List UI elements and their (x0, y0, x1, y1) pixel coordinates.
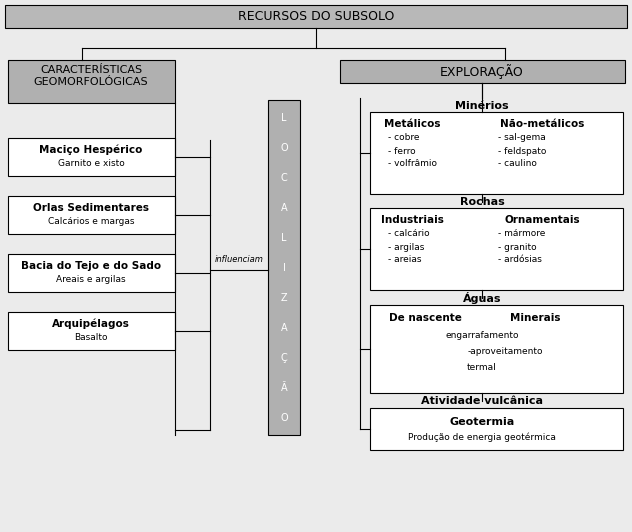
Text: Ã: Ã (281, 383, 288, 393)
Bar (8, 254, 175, 292)
Text: Não-metálicos: Não-metálicos (500, 119, 584, 129)
Text: Geotermia: Geotermia (449, 417, 514, 427)
Text: - volfrâmio: - volfrâmio (388, 160, 437, 169)
Bar (370, 208, 623, 290)
Text: RECURSOS DO SUBSOLO: RECURSOS DO SUBSOLO (238, 10, 394, 23)
Bar (5, 5, 627, 28)
Bar (370, 305, 623, 393)
Text: Garnito e xisto: Garnito e xisto (58, 159, 125, 168)
Text: CARACTERÍSTICAS
GEOMORFOLÓGICAS: CARACTERÍSTICAS GEOMORFOLÓGICAS (33, 65, 149, 87)
Text: - granito: - granito (498, 243, 537, 252)
Bar (340, 60, 625, 83)
Text: O: O (280, 143, 288, 153)
Text: EXPLORAÇÃO: EXPLORAÇÃO (440, 64, 524, 79)
Text: De nascente: De nascente (389, 313, 461, 323)
Text: Ç: Ç (281, 353, 288, 363)
Bar (8, 196, 175, 234)
Bar (8, 312, 175, 350)
Text: - feldspato: - feldspato (498, 146, 547, 155)
Text: Bacia do Tejo e do Sado: Bacia do Tejo e do Sado (21, 261, 161, 271)
Text: - sal-gema: - sal-gema (498, 134, 546, 143)
Text: Atividade vulcânica: Atividade vulcânica (421, 396, 543, 406)
Text: influenciam: influenciam (214, 255, 264, 264)
Text: Arquipélagos: Arquipélagos (52, 319, 130, 329)
Text: Industriais: Industriais (380, 215, 444, 225)
Text: C: C (281, 173, 288, 183)
Text: - areias: - areias (388, 255, 422, 264)
Text: Minerais: Minerais (510, 313, 560, 323)
Text: - argilas: - argilas (388, 243, 424, 252)
Text: Calcários e margas: Calcários e margas (48, 217, 134, 226)
Text: O: O (280, 413, 288, 423)
Text: Maciço Hespérico: Maciço Hespérico (39, 145, 143, 155)
Text: termal: termal (467, 363, 497, 372)
Text: L: L (281, 113, 287, 123)
Text: - cobre: - cobre (388, 134, 420, 143)
Text: engarrafamento: engarrafamento (446, 331, 519, 340)
Bar (8, 138, 175, 176)
Bar (370, 112, 623, 194)
Text: Metálicos: Metálicos (384, 119, 441, 129)
Text: Ornamentais: Ornamentais (504, 215, 580, 225)
Text: Minérios: Minérios (455, 101, 509, 111)
Text: A: A (281, 203, 288, 213)
Text: I: I (283, 263, 286, 273)
Bar (268, 100, 300, 435)
Text: Basalto: Basalto (74, 332, 107, 342)
Text: - ardósias: - ardósias (498, 255, 542, 264)
Text: Areais e argilas: Areais e argilas (56, 275, 126, 284)
Text: Orlas Sedimentares: Orlas Sedimentares (33, 203, 149, 213)
Text: - calcário: - calcário (388, 229, 430, 238)
Text: - caulino: - caulino (498, 160, 537, 169)
Text: - mármore: - mármore (498, 229, 545, 238)
Text: Z: Z (281, 293, 288, 303)
Text: Produção de energia geotérmica: Produção de energia geotérmica (408, 432, 556, 442)
Text: Rochas: Rochas (459, 197, 504, 207)
Text: L: L (281, 233, 287, 243)
Text: A: A (281, 323, 288, 333)
Bar (370, 408, 623, 450)
Text: Águas: Águas (463, 292, 501, 304)
Text: - ferro: - ferro (388, 146, 416, 155)
Text: -aproveitamento: -aproveitamento (467, 347, 543, 356)
Bar (8, 60, 175, 103)
